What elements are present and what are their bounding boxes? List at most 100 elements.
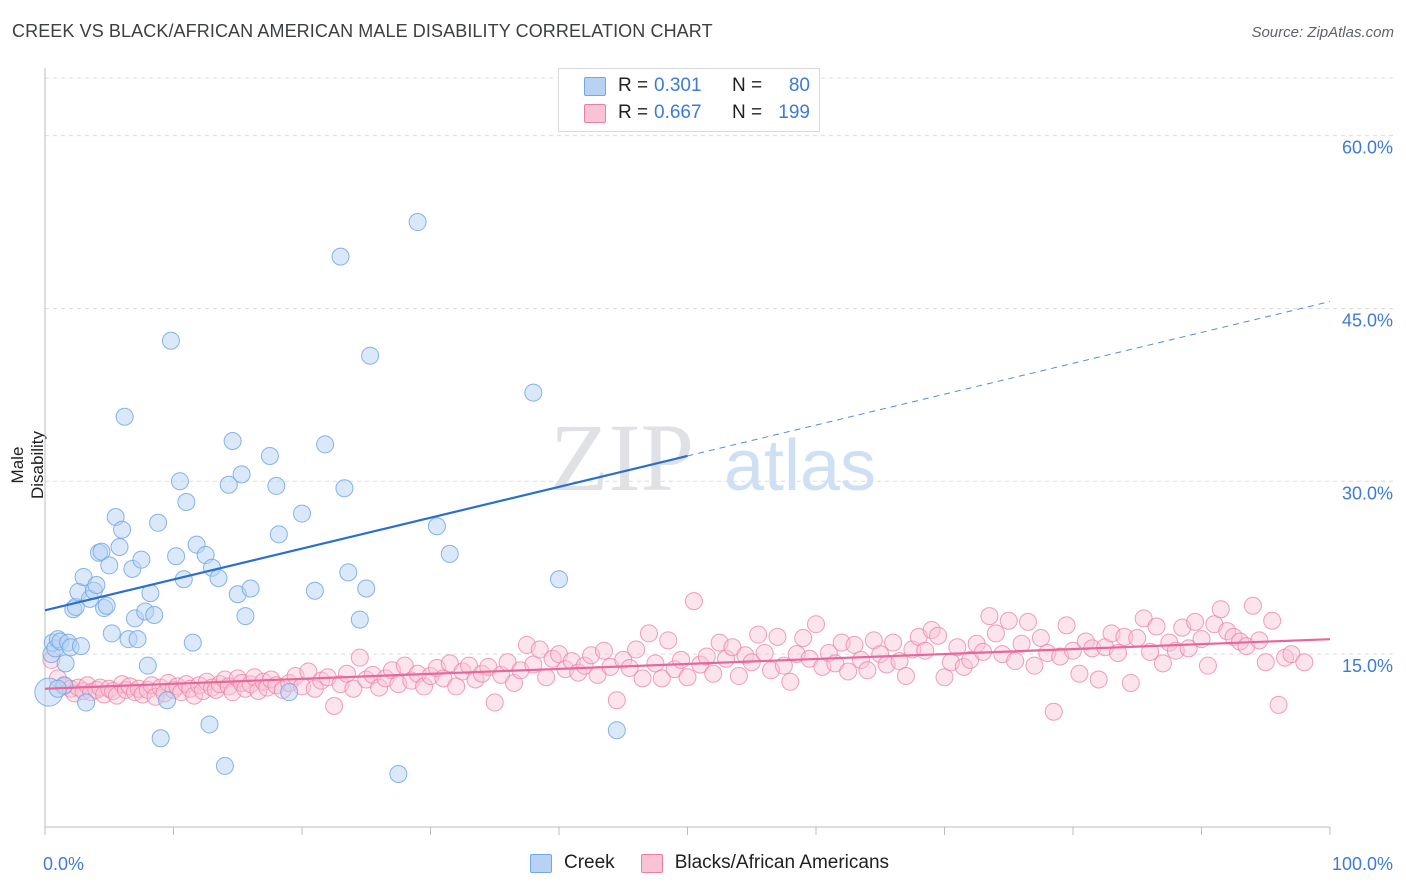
- data-point-black: [672, 650, 691, 669]
- creek-series-points: [34, 213, 626, 783]
- data-point-black: [1076, 632, 1095, 651]
- data-point-creek: [177, 493, 196, 512]
- data-point-creek: [280, 683, 299, 702]
- watermark: ZIP atlas: [550, 404, 876, 511]
- data-point-black: [485, 693, 504, 712]
- data-point-black: [1224, 627, 1243, 646]
- data-point-black: [1128, 629, 1147, 648]
- bottom-legend-black[interactable]: Blacks/African Americans: [640, 852, 890, 874]
- data-point-black: [896, 667, 915, 686]
- data-point-black: [871, 645, 890, 664]
- data-point-black: [1147, 617, 1166, 636]
- data-point-creek: [56, 654, 75, 673]
- data-point-black: [472, 664, 491, 683]
- data-point-black: [1089, 670, 1108, 689]
- data-point-black: [344, 679, 363, 698]
- data-point-black: [954, 657, 973, 676]
- data-point-creek: [389, 764, 408, 783]
- y-tick-label: 30.0%: [1342, 483, 1393, 503]
- data-point-creek: [115, 407, 134, 426]
- data-point-black: [1070, 664, 1089, 683]
- data-point-creek: [293, 504, 311, 523]
- data-point-creek: [77, 693, 96, 712]
- data-point-black: [1134, 609, 1153, 628]
- data-point-black: [1121, 673, 1140, 692]
- data-point-creek: [113, 520, 132, 539]
- data-point-creek: [71, 637, 90, 656]
- data-point-creek: [102, 624, 121, 643]
- data-point-black: [1243, 596, 1262, 615]
- data-point-black: [537, 668, 556, 687]
- data-point-creek: [408, 213, 427, 232]
- data-point-creek: [74, 567, 93, 586]
- data-point-black: [948, 638, 967, 657]
- data-point-black: [1108, 644, 1127, 663]
- data-point-creek: [209, 569, 228, 588]
- x-tick-label-max: 100.0%: [1332, 854, 1393, 874]
- bottom-legend-swatch-creek: [530, 853, 552, 873]
- data-point-creek: [232, 465, 251, 484]
- trend-line-black: [44, 638, 1331, 690]
- data-point-black: [447, 677, 466, 696]
- data-point-black: [440, 654, 459, 673]
- data-point-black: [935, 668, 954, 687]
- data-point-creek: [138, 656, 157, 675]
- data-point-black: [704, 664, 723, 683]
- data-point-black: [639, 624, 658, 643]
- data-point-creek: [440, 544, 459, 563]
- data-point-black: [249, 682, 268, 701]
- x-tick-label-min: 0.0%: [43, 854, 84, 874]
- y-tick-labels: 15.0% 30.0% 45.0% 60.0%: [1342, 138, 1393, 677]
- data-point-creek: [100, 556, 119, 575]
- legend-r-value: 0.301: [654, 75, 702, 96]
- data-point-creek: [524, 383, 543, 402]
- black-series-points: [42, 592, 1314, 721]
- data-point-black: [768, 627, 787, 646]
- data-point-creek: [132, 550, 151, 569]
- legend-r-label: R =: [618, 102, 649, 123]
- data-point-creek: [550, 570, 568, 589]
- data-point-black: [1211, 600, 1230, 619]
- bottom-legend-creek[interactable]: Creek: [530, 852, 615, 874]
- gridlines: [45, 77, 1395, 655]
- bottom-legend: Creek Blacks/African Americans: [530, 852, 915, 874]
- data-point-black: [1057, 616, 1076, 635]
- data-point-creek: [339, 563, 358, 582]
- data-point-black: [1153, 654, 1172, 673]
- data-point-creek: [223, 431, 242, 450]
- data-point-black: [684, 592, 703, 611]
- data-point-creek: [241, 579, 260, 598]
- data-point-black: [851, 650, 870, 669]
- data-point-black: [986, 624, 1005, 643]
- trend-line-creek-extrapolated: [687, 301, 1331, 457]
- data-point-creek: [92, 542, 111, 561]
- legend-r-label: R =: [618, 75, 649, 96]
- bottom-legend-label-black: Blacks/African Americans: [674, 852, 890, 873]
- data-point-black: [1012, 634, 1031, 653]
- data-point-black: [575, 656, 594, 675]
- data-point-black: [845, 635, 864, 654]
- data-point-black: [1269, 695, 1288, 714]
- data-point-black: [999, 611, 1018, 630]
- data-point-creek: [260, 446, 279, 465]
- chart-title: CREEK VS BLACK/AFRICAN AMERICAN MALE DIS…: [12, 21, 713, 41]
- y-tick-label: 45.0%: [1342, 310, 1393, 330]
- data-point-black: [415, 677, 434, 696]
- data-point-black: [794, 629, 813, 648]
- data-point-black: [1031, 629, 1050, 648]
- data-point-black: [530, 640, 549, 659]
- data-point-black: [370, 678, 389, 697]
- data-point-black: [185, 686, 204, 705]
- data-point-creek: [219, 475, 238, 494]
- legend-n-value: 80: [788, 75, 810, 96]
- data-point-black: [594, 641, 613, 660]
- data-point-black: [299, 662, 318, 681]
- data-point-black: [839, 662, 858, 681]
- chart-source: Source: ZipAtlas.com: [1251, 24, 1394, 41]
- data-point-black: [652, 669, 671, 688]
- data-point-creek: [269, 525, 288, 544]
- data-point-creek: [236, 607, 255, 626]
- trend-line-creek: [44, 454, 688, 612]
- data-point-creek: [97, 596, 116, 615]
